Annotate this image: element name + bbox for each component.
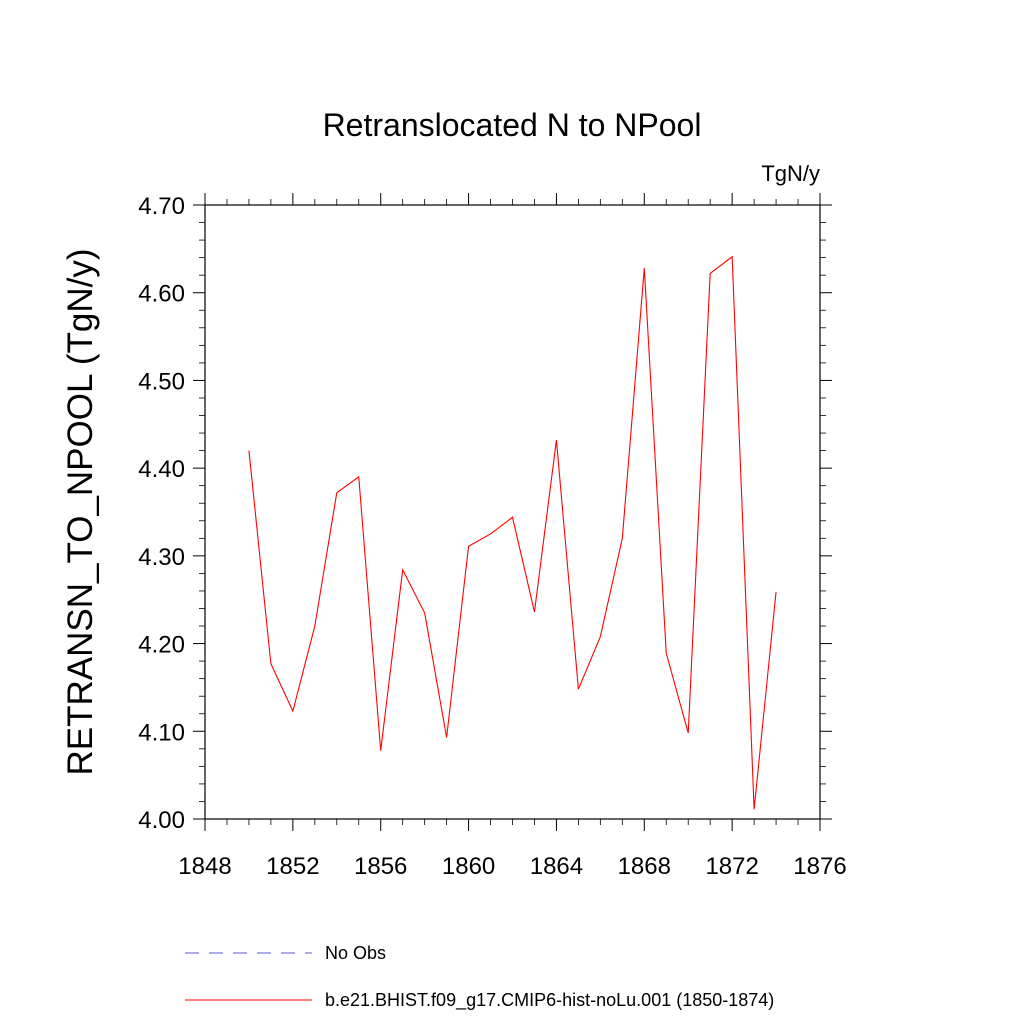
y-tick-label: 4.00 [138,807,185,834]
series-layer [248,255,777,810]
plot-frame [204,204,821,820]
y-tick-label: 4.70 [138,193,185,220]
y-tick-label: 4.10 [138,719,185,746]
legend-label-no-obs: No Obs [325,943,386,963]
x-tick-label: 1856 [354,853,407,880]
x-axis-ticks: 1848 1852 1856 1860 1864 1868 1872 1876 [178,193,847,880]
units-label: TgN/y [761,161,820,186]
series-line [248,255,777,810]
x-tick-label: 1868 [618,853,671,880]
y-tick-label: 4.50 [138,368,185,395]
y-axis-label: RETRANSN_TO_NPOOL (TgN/y) [61,248,100,775]
y-tick-label: 4.20 [138,632,185,659]
x-tick-label: 1860 [442,853,495,880]
chart-title: Retranslocated N to NPool [323,107,702,143]
y-tick-label: 4.60 [138,281,185,308]
y-tick-label: 4.40 [138,456,185,483]
x-tick-label: 1876 [793,853,846,880]
x-tick-label: 1848 [178,853,231,880]
legend-label-model: b.e21.BHIST.f09_g17.CMIP6-hist-noLu.001 … [325,990,774,1011]
x-tick-label: 1864 [530,853,583,880]
legend: No Obs b.e21.BHIST.f09_g17.CMIP6-hist-no… [185,943,774,1011]
x-tick-label: 1852 [266,853,319,880]
y-tick-label: 4.30 [138,544,185,571]
x-tick-label: 1872 [705,853,758,880]
y-axis-ticks: 4.00 4.10 4.20 4.30 4.40 4.50 4.60 4.70 [138,193,832,834]
